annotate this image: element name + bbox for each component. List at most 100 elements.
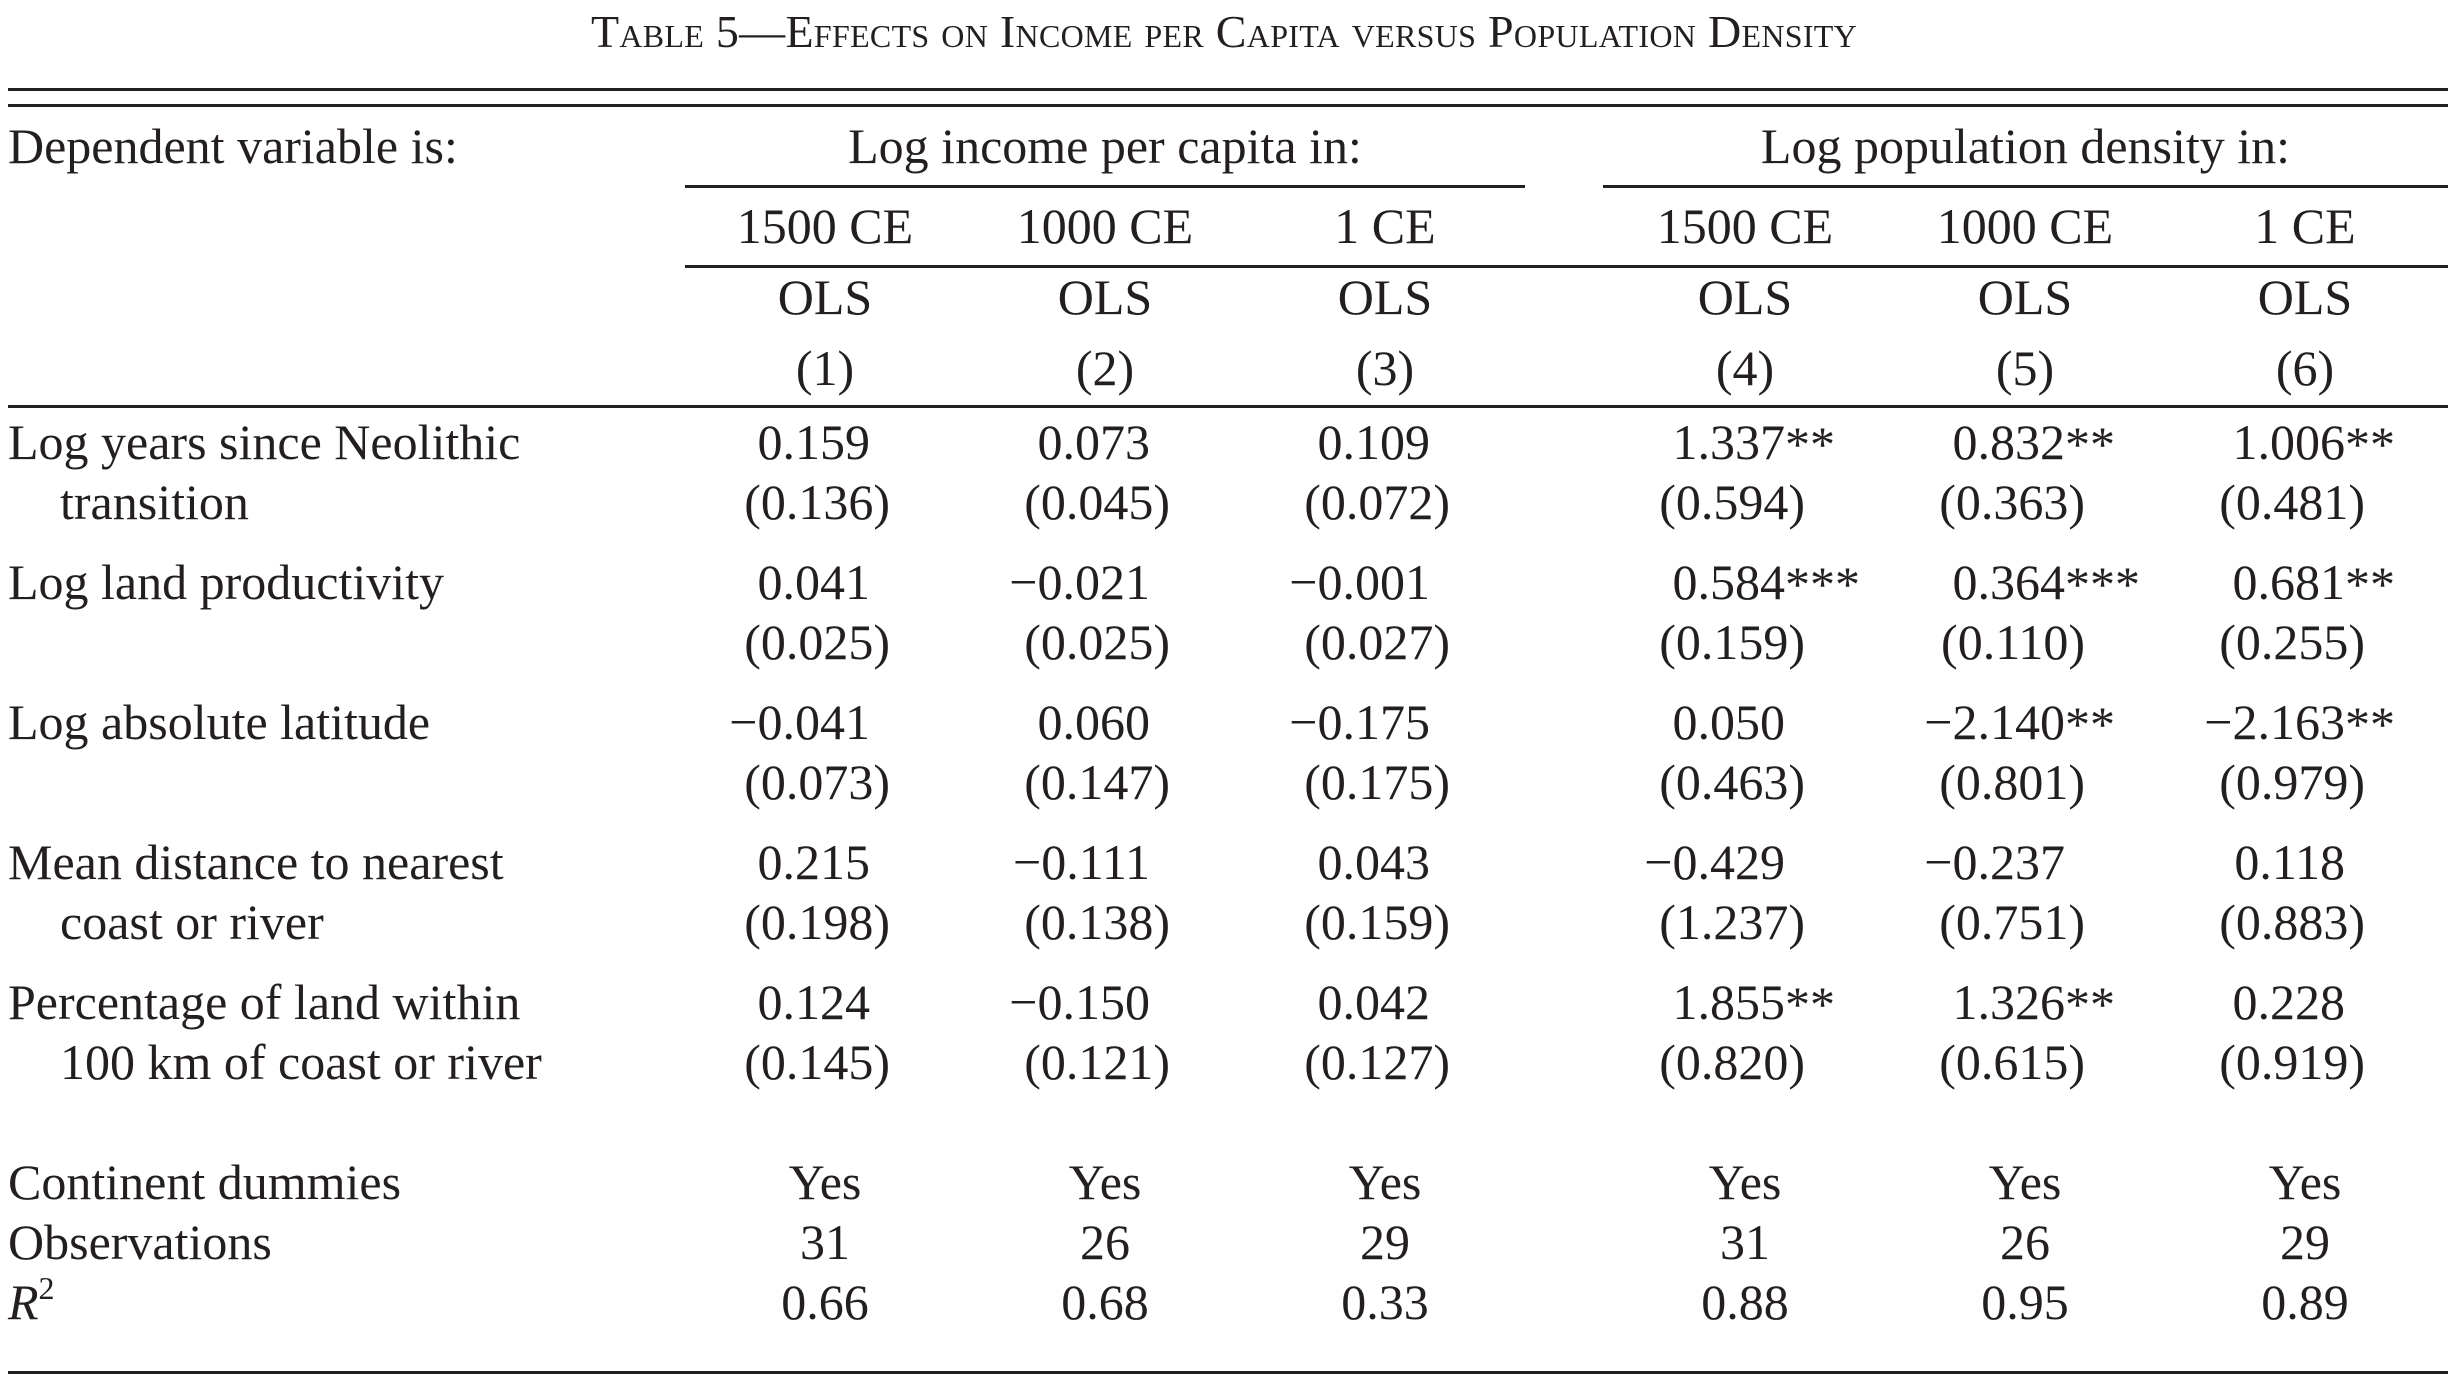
coefficient-cell: −0.175 xyxy=(1270,692,1430,752)
coefficient-cell: −2.163 ** xyxy=(2185,692,2395,752)
standard-error-cell: (0.045) xyxy=(1024,474,1170,530)
coefficient-cell: 0.109 xyxy=(1270,412,1431,472)
coefficient-value: 1.326 ** xyxy=(1952,974,2116,1032)
group-header-income: Log income per capita in: xyxy=(848,118,1362,174)
significance-stars: ** xyxy=(2065,976,2115,1032)
standard-error-cell: (0.159) xyxy=(1659,614,1805,670)
header-colnum-2: (2) xyxy=(1075,340,1135,396)
standard-error-cell: (0.481) xyxy=(2219,474,2365,530)
row-label: Log land productivity xyxy=(8,554,445,610)
observations-cell: 31 xyxy=(800,1214,850,1270)
r-squared-cell: 0.33 xyxy=(1341,1274,1429,1330)
r-squared-cell: 0.88 xyxy=(1701,1274,1789,1330)
continent-dummies-label: Continent dummies xyxy=(8,1154,402,1210)
significance-stars: *** xyxy=(1785,556,1860,612)
coefficient-value: 0.832 ** xyxy=(1952,414,2116,472)
row-label-continued: transition xyxy=(60,474,249,530)
coefficient-cell: 0.041 xyxy=(710,552,871,612)
coefficient-cell: 0.584 *** xyxy=(1625,552,1861,612)
standard-error-cell: (0.175) xyxy=(1304,754,1450,810)
standard-error-cell: (0.147) xyxy=(1024,754,1170,810)
significance-stars: ** xyxy=(2065,696,2115,752)
coefficient-cell: 0.159 xyxy=(710,412,871,472)
r-squared-cell: 0.66 xyxy=(781,1274,869,1330)
coefficient-value: 0.041 xyxy=(757,554,871,610)
header-colnum-6: (6) xyxy=(2275,340,2335,396)
coefficient-value: −0.150 xyxy=(1009,974,1150,1030)
continent-dummies-cell: Yes xyxy=(788,1154,862,1210)
coefficient-value: −2.163 ** xyxy=(2204,694,2395,752)
significance-stars: ** xyxy=(1785,976,1835,1032)
coefficient-value: −0.237 xyxy=(1924,834,2065,890)
coefficient-value: 0.042 xyxy=(1317,974,1431,1030)
group-header-density: Log population density in: xyxy=(1760,118,2291,174)
coefficient-value: 0.215 xyxy=(757,834,871,890)
standard-error-cell: (0.121) xyxy=(1024,1034,1170,1090)
significance-stars: ** xyxy=(2345,696,2395,752)
coefficient-cell: −2.140 ** xyxy=(1905,692,2115,752)
standard-error-cell: (0.159) xyxy=(1304,894,1450,950)
header-method-3: OLS xyxy=(1337,269,1433,325)
coefficient-cell: 1.006 ** xyxy=(2185,412,2396,472)
header-method-6: OLS xyxy=(2257,269,2353,325)
coefficient-cell: 0.228 xyxy=(2185,972,2346,1032)
top-rule-1 xyxy=(8,88,2448,91)
coefficient-value: 0.060 xyxy=(1037,694,1151,750)
standard-error-cell: (1.237) xyxy=(1659,894,1805,950)
coefficient-cell: 0.043 xyxy=(1270,832,1431,892)
standard-error-cell: (0.255) xyxy=(2219,614,2365,670)
continent-dummies-cell: Yes xyxy=(1708,1154,1782,1210)
row-label: Mean distance to nearest xyxy=(8,834,504,890)
observations-cell: 26 xyxy=(2000,1214,2050,1270)
coefficient-value: 0.159 xyxy=(757,414,871,470)
coefficient-value: −0.041 xyxy=(729,694,870,750)
coefficient-cell: 1.855 ** xyxy=(1625,972,1836,1032)
coefficient-cell: −0.001 xyxy=(1270,552,1430,612)
r-squared-superscript: 2 xyxy=(38,1270,55,1306)
header-year-5: 1000 CE xyxy=(1936,198,2114,254)
coefficient-value: 0.584 *** xyxy=(1672,554,1861,612)
coefficient-cell: 0.060 xyxy=(990,692,1151,752)
coefficient-cell: 0.124 xyxy=(710,972,871,1032)
continent-dummies-cell: Yes xyxy=(1988,1154,2062,1210)
bottom-rule xyxy=(8,1371,2448,1374)
coefficient-value: 0.124 xyxy=(757,974,871,1030)
standard-error-cell: (0.979) xyxy=(2219,754,2365,810)
coefficient-value: 0.681 ** xyxy=(2232,554,2396,612)
years-rule xyxy=(685,265,2448,268)
r-squared-cell: 0.68 xyxy=(1061,1274,1149,1330)
standard-error-cell: (0.463) xyxy=(1659,754,1805,810)
header-colnum-5: (5) xyxy=(1995,340,2055,396)
coefficient-value: 0.050 xyxy=(1672,694,1786,750)
observations-label: Observations xyxy=(8,1214,272,1270)
header-year-3: 1 CE xyxy=(1334,198,1436,254)
standard-error-cell: (0.751) xyxy=(1939,894,2085,950)
standard-error-cell: (0.073) xyxy=(744,754,890,810)
coefficient-cell: 0.215 xyxy=(710,832,871,892)
header-colnum-4: (4) xyxy=(1715,340,1775,396)
table-title: Table 5—Effects on Income per Capita ver… xyxy=(0,2,2448,62)
header-year-2: 1000 CE xyxy=(1016,198,1194,254)
coefficient-value: 0.228 xyxy=(2232,974,2346,1030)
r-squared-base: R xyxy=(8,1274,39,1330)
group-rule-density xyxy=(1603,185,2448,188)
coefficient-cell: 0.364 *** xyxy=(1905,552,2141,612)
significance-stars: *** xyxy=(2065,556,2140,612)
header-year-4: 1500 CE xyxy=(1656,198,1834,254)
header-bottom-rule xyxy=(8,405,2448,408)
r-squared-label: R2 xyxy=(8,1270,55,1338)
coefficient-cell: 1.337 ** xyxy=(1625,412,1836,472)
coefficient-value: 1.337 ** xyxy=(1672,414,1836,472)
top-rule-2 xyxy=(8,104,2448,107)
standard-error-cell: (0.919) xyxy=(2219,1034,2365,1090)
coefficient-cell: −0.237 xyxy=(1905,832,2065,892)
coefficient-value: 0.118 xyxy=(2234,834,2345,890)
standard-error-cell: (0.025) xyxy=(1024,614,1170,670)
r-squared-cell: 0.95 xyxy=(1981,1274,2069,1330)
dependent-variable-label: Dependent variable is: xyxy=(8,118,458,174)
coefficient-cell: 1.326 ** xyxy=(1905,972,2116,1032)
coefficient-value: 1.006 ** xyxy=(2232,414,2396,472)
coefficient-cell: −0.429 xyxy=(1625,832,1785,892)
coefficient-cell: −0.150 xyxy=(990,972,1150,1032)
standard-error-cell: (0.138) xyxy=(1024,894,1170,950)
